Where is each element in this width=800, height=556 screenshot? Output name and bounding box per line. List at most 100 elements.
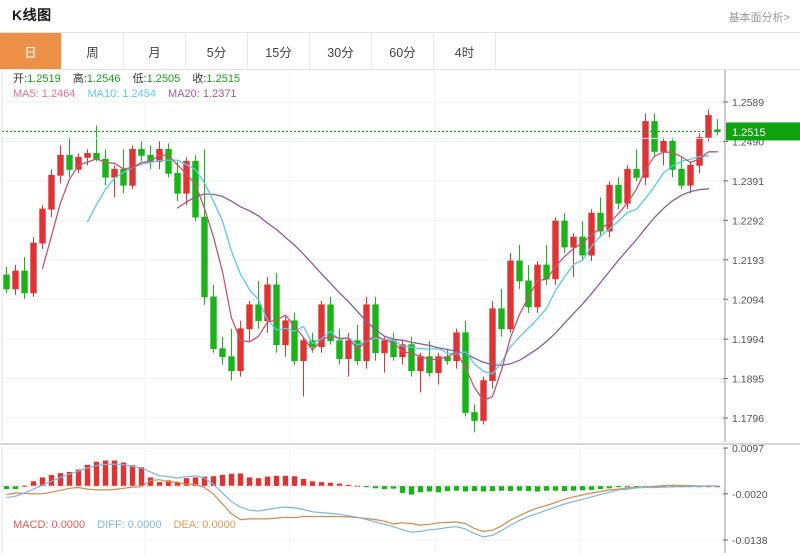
candle-body <box>651 121 658 152</box>
candlestick-macd-svg: 1.25891.24901.23911.22921.21931.20941.19… <box>0 70 800 555</box>
candle-body <box>12 270 19 290</box>
candle-body <box>561 220 568 248</box>
candle-body <box>669 141 676 170</box>
macd-histogram-bar <box>327 482 334 486</box>
macd-histogram-bar <box>165 480 172 486</box>
macd-histogram-bar <box>588 486 595 490</box>
candle-body <box>570 236 577 248</box>
candle-body <box>165 149 172 174</box>
candle-body <box>282 320 289 346</box>
tab-15min[interactable]: 15分 <box>248 33 310 69</box>
macd-histogram-bar <box>273 475 280 486</box>
macd-histogram-bar <box>471 486 478 492</box>
candle-body <box>525 280 532 308</box>
candle-body <box>66 155 73 170</box>
chart-area[interactable]: 1.2589 1.2490 1.2391 1.2292 1.2193 1.2094 1.19… <box>0 70 800 555</box>
macd-histogram-bar <box>21 485 28 487</box>
macd-histogram-bar <box>561 486 568 492</box>
candle-body <box>417 356 424 372</box>
candle-body <box>300 340 307 362</box>
candle-body <box>210 296 217 350</box>
candle-body <box>21 270 28 294</box>
candle-body <box>489 308 496 382</box>
candle-body <box>174 172 181 194</box>
candle-body <box>30 242 37 294</box>
diff-line <box>6 463 718 538</box>
macd-histogram-bar <box>345 484 352 486</box>
price-axis-label: 1.2391 <box>732 176 764 188</box>
candle-body <box>75 156 82 170</box>
macd-histogram-bar <box>336 483 343 486</box>
candle-body <box>705 115 712 138</box>
candle-body <box>3 274 10 290</box>
candle-body <box>408 344 415 372</box>
macd-histogram-bar <box>66 471 73 486</box>
candle-body <box>552 220 559 280</box>
macd-panel-bg <box>2 446 722 555</box>
macd-histogram-bar <box>372 486 379 489</box>
candle-body <box>381 340 388 354</box>
macd-histogram-bar <box>237 473 244 486</box>
tabbar-filler <box>496 33 800 69</box>
candle-body <box>606 184 613 232</box>
page-header: K线图 基本面分析> <box>0 0 800 33</box>
macd-histogram-bar <box>39 477 46 486</box>
macd-histogram-bar <box>93 461 100 486</box>
candle-body <box>453 332 460 362</box>
fundamental-analysis-link[interactable]: 基本面分析> <box>728 12 790 24</box>
candle-body <box>435 356 442 374</box>
macd-histogram-bar <box>633 486 640 488</box>
macd-histogram-bar <box>111 460 118 486</box>
macd-histogram-bar <box>516 486 523 491</box>
macd-histogram-bar <box>210 476 217 486</box>
page-title: K线图 <box>12 7 52 23</box>
candle-body <box>237 328 244 372</box>
macd-histogram-bar <box>201 476 208 486</box>
candle-body <box>507 260 514 330</box>
macd-histogram-bar <box>579 486 586 491</box>
price-panel-bg <box>2 70 722 444</box>
macd-histogram-bar <box>264 476 271 486</box>
candle-body <box>363 304 370 362</box>
candle-body <box>336 340 343 360</box>
price-axis-label: 1.2094 <box>732 294 764 306</box>
tab-30min[interactable]: 30分 <box>310 33 372 69</box>
tab-month[interactable]: 月 <box>124 33 186 69</box>
tab-week[interactable]: 周 <box>62 33 124 69</box>
candle-body <box>345 340 352 360</box>
tab-day[interactable]: 日 <box>0 33 62 69</box>
tab-60min[interactable]: 60分 <box>372 33 434 69</box>
price-axis-label: 1.1895 <box>732 374 764 386</box>
price-axis-label: 1.2589 <box>732 97 764 109</box>
candle-body <box>687 164 694 186</box>
candle-body <box>696 137 703 166</box>
macd-histogram-bar <box>480 486 487 492</box>
macd-histogram-bar <box>12 486 19 490</box>
macd-histogram-bar <box>282 475 289 486</box>
macd-histogram-bar <box>192 477 199 486</box>
candle-body <box>714 129 721 132</box>
candle-body <box>534 264 541 308</box>
candle-body <box>255 304 262 322</box>
macd-histogram-bar <box>498 486 505 491</box>
macd-histogram-bar <box>228 473 235 486</box>
current-price-badge-label: 1.2515 <box>732 127 766 139</box>
candle-body <box>579 236 586 256</box>
candle-body <box>642 121 649 178</box>
macd-histogram-bar <box>489 486 496 492</box>
ma10-line <box>86 155 710 375</box>
candle-body <box>471 412 478 421</box>
candle-body <box>48 174 55 210</box>
macd-histogram-bar <box>444 486 451 492</box>
candle-body <box>354 340 361 362</box>
tab-4hour[interactable]: 4时 <box>434 33 496 69</box>
macd-histogram-bar <box>30 481 37 486</box>
candle-body <box>192 160 199 218</box>
macd-histogram-bar <box>453 486 460 491</box>
macd-histogram-bar <box>426 486 433 492</box>
ma5-line <box>41 151 719 402</box>
macd-histogram-bar <box>507 486 514 492</box>
macd-histogram-bar <box>48 475 55 486</box>
tab-5min[interactable]: 5分 <box>186 33 248 69</box>
macd-histogram-bar <box>462 486 469 492</box>
